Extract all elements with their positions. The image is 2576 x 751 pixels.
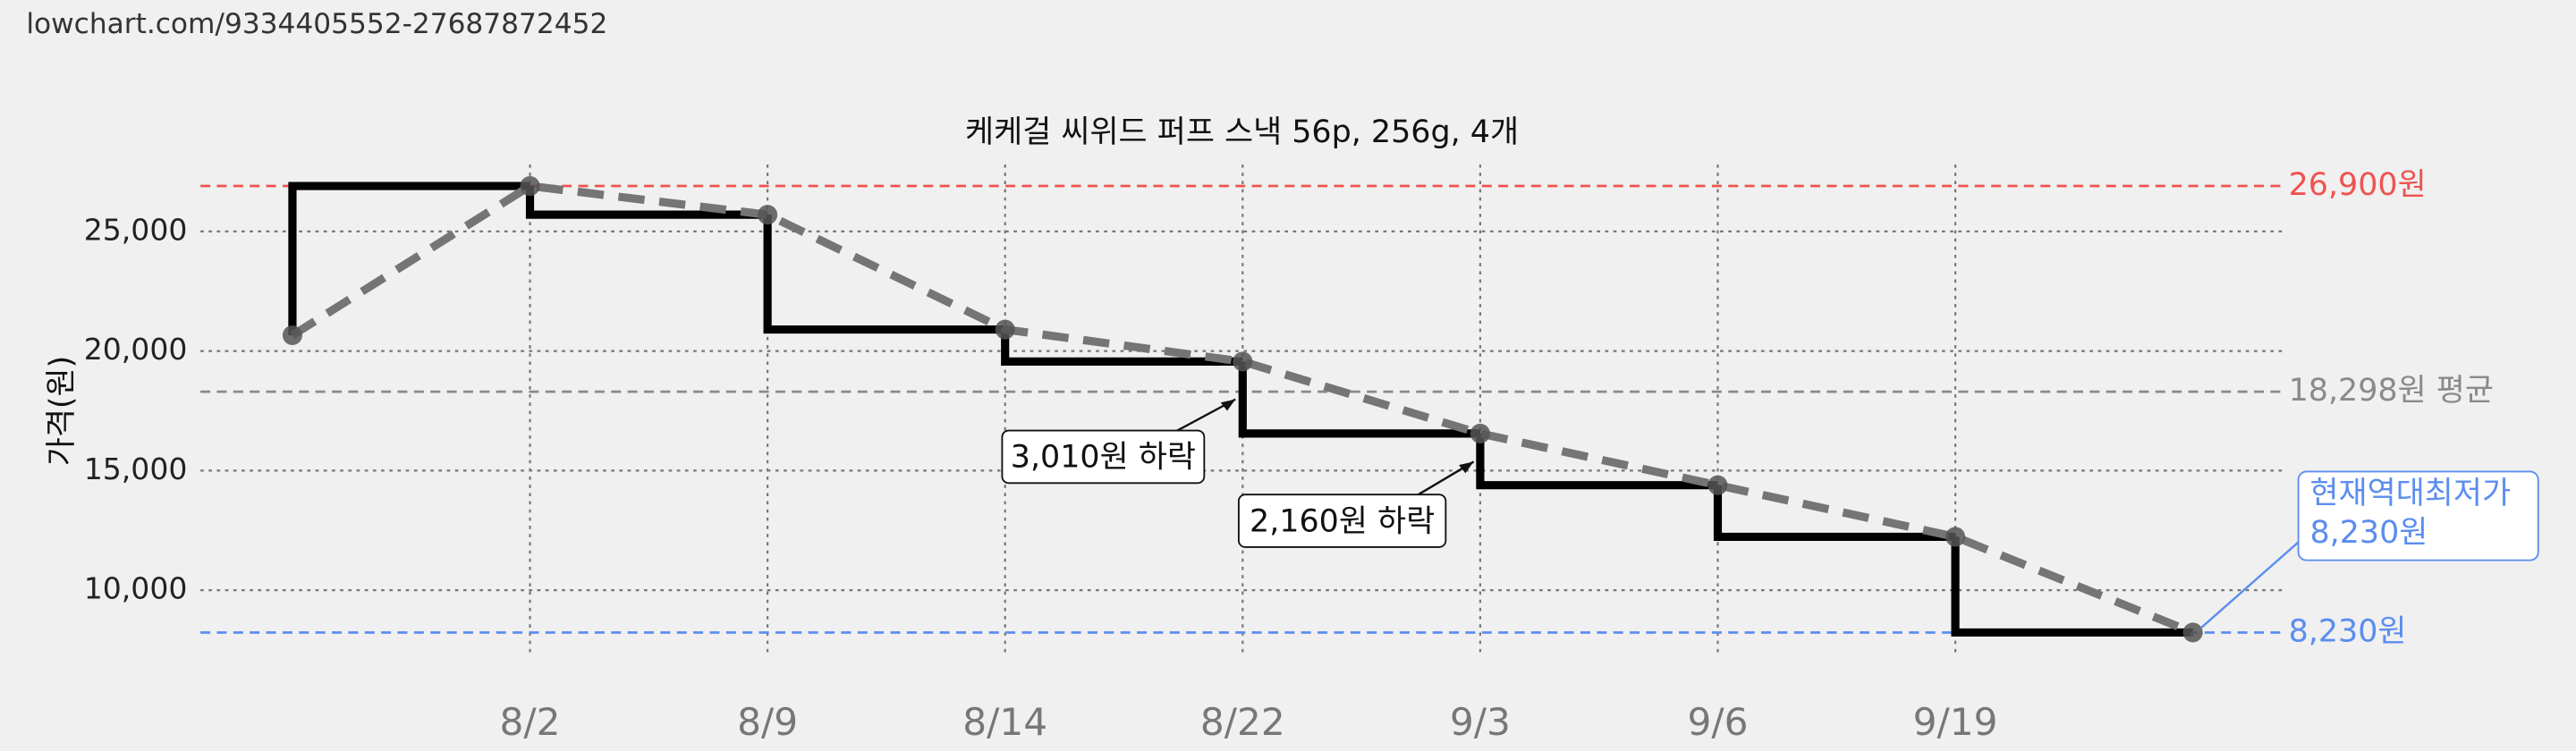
x-tick-label: 8/14 [962, 700, 1047, 744]
y-axis-label: 가격(원) [44, 356, 80, 466]
step-segment [763, 215, 1005, 334]
step-segment [1476, 433, 1718, 490]
x-tick-label: 9/6 [1687, 700, 1748, 744]
step-segment [1238, 361, 1480, 438]
annotation-box [1001, 429, 1206, 485]
step-segment [525, 186, 768, 219]
point [758, 205, 778, 225]
point [2182, 622, 2203, 643]
point [520, 176, 540, 197]
x-tick-label: 9/3 [1450, 700, 1511, 744]
y-tick-label: 10,000 [84, 571, 188, 606]
step-segment [1713, 485, 1956, 542]
chart-title: 케케걸 씨위드 퍼프 스낵 56p, 256g, 4개 [965, 114, 1519, 150]
point [1233, 351, 1253, 372]
x-tick-label: 8/2 [500, 700, 561, 744]
point [1707, 475, 1728, 495]
point [282, 325, 302, 345]
arrow-head [1220, 399, 1236, 411]
watermark-url: lowchart.com/9334405552-27687872452 [26, 8, 607, 40]
x-tick-label: 8/9 [737, 700, 798, 744]
point [1945, 527, 1966, 547]
step-segment [288, 181, 530, 335]
step-segment [1951, 536, 2193, 637]
reference-label: 8,230원 [2289, 613, 2407, 649]
reference-label: 18,298원 평균 [2289, 373, 2494, 409]
annotation-box [1237, 494, 1447, 548]
callout-text: 8,230원 [2309, 515, 2428, 551]
point [995, 319, 1015, 340]
arrow-head [1459, 461, 1474, 474]
annotation-text: 2,160원 하락 [1250, 503, 1435, 539]
callout-box [2297, 470, 2539, 561]
point [1470, 423, 1490, 443]
x-tick-label: 9/19 [1913, 700, 1998, 744]
x-tick-label: 8/22 [1200, 700, 1285, 744]
callout-arrow [2200, 541, 2300, 629]
y-tick-label: 20,000 [84, 332, 188, 367]
annotation-text: 3,010원 하락 [1011, 440, 1196, 476]
y-tick-label: 25,000 [84, 212, 188, 247]
y-tick-label: 15,000 [84, 451, 188, 486]
callout-text: 현재역대최저가 [2309, 476, 2511, 511]
step-segment [1001, 329, 1243, 366]
reference-label: 26,900원 [2289, 167, 2427, 203]
